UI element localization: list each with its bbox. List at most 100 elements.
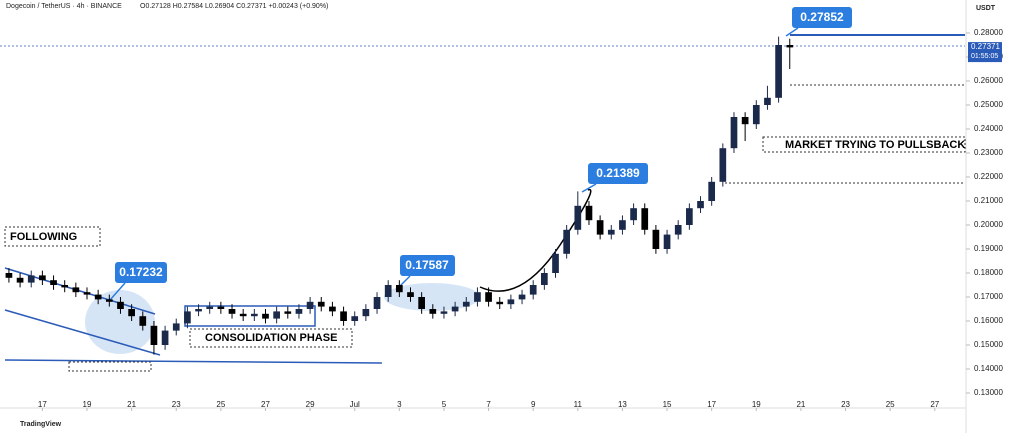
y-tick-label: 0.20000 — [974, 220, 1003, 229]
candle-body — [384, 285, 392, 297]
candle-body — [351, 316, 359, 321]
candle-body — [719, 148, 727, 182]
candle-body — [340, 311, 347, 321]
y-tick-label: 0.26000 — [974, 76, 1003, 85]
callout-text: 0.27852 — [800, 10, 844, 24]
last-price-label: 0.27371 — [971, 42, 1000, 51]
callout-box — [115, 262, 167, 283]
candle-body — [139, 316, 147, 326]
candle-body — [195, 309, 202, 312]
x-tick-label: 7 — [486, 400, 491, 409]
x-tick-label: 23 — [841, 400, 850, 409]
candle-body — [462, 301, 470, 307]
zone — [68, 361, 152, 372]
candle-body — [686, 208, 693, 225]
x-tick-label: 27 — [930, 400, 939, 409]
candle-body — [184, 311, 191, 324]
candle-body — [775, 45, 782, 98]
candle-body — [72, 287, 80, 293]
candle-body — [429, 309, 437, 314]
candle-body — [395, 285, 403, 293]
candle-body — [585, 205, 593, 221]
candle-body — [730, 117, 738, 149]
x-tick-label: 13 — [618, 400, 627, 409]
annotation-text: MARKET TRYING TO PULLSBACK — [785, 139, 965, 151]
candle-body — [474, 292, 481, 302]
x-tick-label: 29 — [306, 400, 315, 409]
chart-title: Dogecoin / TetherUS · 4h · BINANCE — [6, 3, 122, 10]
candle-body — [552, 253, 559, 273]
candle-body — [128, 309, 135, 317]
y-tick-label: 0.28000 — [974, 28, 1003, 37]
x-tick-label: 21 — [127, 400, 136, 409]
candle-body — [451, 306, 459, 312]
candle-body — [61, 285, 69, 288]
candle-body — [228, 309, 236, 314]
y-tick-label: 0.19000 — [974, 244, 1003, 253]
candle-body — [418, 297, 425, 309]
curve — [479, 188, 592, 292]
candle-body — [329, 306, 336, 312]
candle-body — [284, 311, 292, 314]
candle-body — [105, 299, 113, 302]
y-tick-label: 0.18000 — [974, 268, 1003, 277]
candle-body — [764, 97, 771, 105]
x-tick-label: 25 — [216, 400, 225, 409]
candle-body — [39, 275, 46, 281]
candle-body — [16, 277, 24, 283]
candle-body — [507, 299, 515, 305]
candle-body — [619, 220, 626, 230]
candle-body — [496, 301, 504, 305]
x-tick-label: 3 — [397, 400, 402, 409]
support-line — [4, 359, 383, 364]
candle-body — [708, 181, 716, 201]
x-tick-label: 19 — [752, 400, 761, 409]
x-tick-label: 9 — [531, 400, 536, 409]
candle-body — [172, 323, 180, 331]
candle-body — [752, 105, 760, 125]
x-tick-label: 17 — [707, 400, 716, 409]
callout-text: 0.17587 — [405, 258, 449, 272]
candle-body — [295, 309, 303, 314]
y-tick-label: 0.14000 — [974, 364, 1003, 373]
y-tick-label: 0.24000 — [974, 124, 1003, 133]
highlight — [384, 283, 480, 311]
candle-body — [273, 311, 280, 319]
candle-body — [786, 45, 794, 48]
candle-body — [563, 229, 571, 254]
candle-body — [27, 275, 35, 283]
x-tick-label: 15 — [663, 400, 672, 409]
annotation-text: CONSOLIDATION PHASE — [205, 332, 337, 344]
callout-pointer — [785, 27, 799, 37]
candle-body — [83, 292, 91, 295]
y-tick-label: 0.21000 — [974, 196, 1003, 205]
candle-body — [485, 292, 492, 302]
candle-body — [373, 297, 381, 309]
x-tick-label: 21 — [796, 400, 805, 409]
y-tick-label: 0.13000 — [974, 388, 1003, 397]
countdown: 01:55:05 — [971, 53, 998, 60]
candle-body — [697, 201, 704, 209]
candle-body — [306, 301, 314, 309]
candle-body — [407, 292, 414, 297]
callout-text: 0.21389 — [596, 166, 640, 180]
candle-body — [630, 208, 637, 221]
x-tick-label: 17 — [38, 400, 47, 409]
candle-body — [440, 311, 448, 314]
candle-body — [117, 301, 124, 309]
label-box — [189, 328, 353, 348]
label-box — [4, 226, 101, 247]
candle-body — [607, 229, 615, 235]
y-tick-label: 0.25000 — [974, 100, 1003, 109]
x-tick-label: 23 — [172, 400, 181, 409]
branding: TradingView — [20, 421, 62, 428]
candle-body — [250, 313, 258, 317]
last-price-box — [968, 42, 1002, 63]
candle-body — [161, 330, 169, 345]
candle-body — [262, 313, 269, 319]
y-tick-label: 0.23000 — [974, 148, 1003, 157]
candle-body — [239, 313, 247, 317]
currency: USDT — [976, 5, 996, 12]
candle-body — [663, 234, 671, 249]
